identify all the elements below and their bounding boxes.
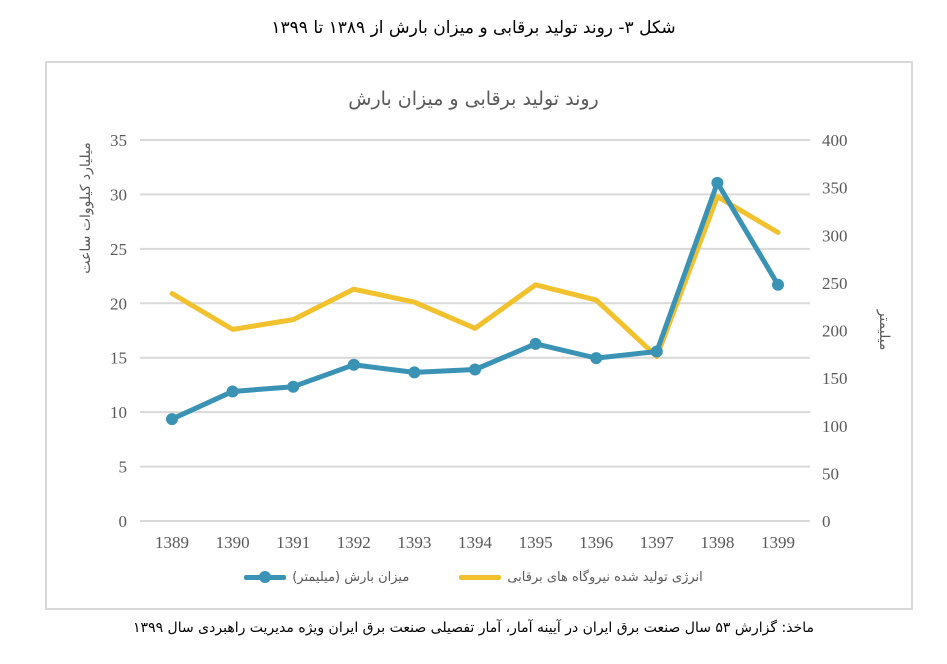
legend-label-energy: انرژی تولید شده نیروگاه های برقابی [507, 570, 703, 585]
x-tick: 1396 [579, 533, 613, 552]
legend-item-energy: انرژی تولید شده نیروگاه های برقابی [459, 570, 703, 585]
chart-frame [45, 61, 913, 610]
legend-item-rainfall: میزان بارش (میلیمتر) [244, 570, 409, 585]
y-axis-right-label: میلیمتر [876, 309, 892, 351]
x-tick: 1392 [337, 533, 371, 552]
x-tick: 1395 [519, 533, 553, 552]
series-rainfall-line [166, 176, 784, 426]
figure-source: ماخذ: گزارش ۵۳ سال صنعت برق ایران در آیی… [133, 620, 814, 636]
y-tick-right: 350 [822, 179, 848, 198]
legend-swatch-rainfall [244, 571, 287, 583]
legend: انرژی تولید شده نیروگاه های برقابی میزان… [0, 570, 947, 585]
y-tick-left: 10 [110, 403, 127, 422]
y-tick-left: 0 [119, 512, 128, 531]
x-tick: 1398 [700, 533, 734, 552]
data-point-rainfall [590, 352, 603, 365]
y-tick-left: 25 [110, 240, 127, 259]
y-tick-left: 35 [110, 131, 127, 150]
x-tick: 1390 [216, 533, 250, 552]
x-tick: 1399 [761, 533, 795, 552]
chart-title: روند تولید برقابی و میزان بارش [348, 88, 599, 110]
y-tick-left: 30 [110, 185, 127, 204]
y-tick-right: 150 [822, 369, 848, 388]
y-tick-right: 50 [822, 464, 839, 483]
y-tick-left: 5 [119, 458, 128, 477]
y-tick-left: 15 [110, 349, 127, 368]
x-tick: 1397 [640, 533, 675, 552]
data-point-rainfall [711, 176, 724, 189]
gridlines [140, 139, 810, 522]
y-tick-left: 20 [110, 294, 127, 313]
data-point-rainfall [529, 337, 542, 350]
y-axis-right-ticks: 0 50 100 150 200 250 300 350 400 [822, 131, 848, 531]
legend-label-rainfall: میزان بارش (میلیمتر) [292, 570, 410, 585]
y-tick-right: 100 [822, 417, 848, 436]
x-tick: 1394 [458, 533, 493, 552]
y-tick-right: 250 [822, 274, 848, 293]
data-point-rainfall [347, 358, 360, 371]
figure-caption: شکل ۳- روند تولید برقابی و میزان بارش از… [271, 18, 676, 38]
data-point-rainfall [166, 413, 178, 426]
x-tick: 1389 [155, 533, 189, 552]
y-tick-right: 400 [822, 131, 848, 150]
data-point-rainfall [226, 385, 239, 398]
y-axis-left-ticks: 0 5 10 15 20 25 30 35 [110, 131, 127, 531]
data-point-rainfall [772, 278, 784, 291]
y-tick-right: 200 [822, 322, 848, 341]
y-axis-left-label: میلیارد کیلووات ساعت [78, 142, 94, 273]
y-tick-right: 300 [822, 226, 848, 245]
y-tick-right: 0 [822, 512, 831, 531]
data-point-rainfall [650, 345, 663, 358]
x-axis-ticks: 1389 1390 1391 1392 1393 1394 1395 1396 1397 1398… [155, 533, 795, 552]
x-tick: 1393 [397, 533, 431, 552]
legend-swatch-energy [459, 575, 502, 580]
data-point-rainfall [469, 363, 481, 376]
data-point-rainfall [287, 380, 300, 393]
series-energy-line [169, 194, 781, 360]
data-point-rainfall [408, 366, 421, 379]
x-tick: 1391 [276, 533, 310, 552]
